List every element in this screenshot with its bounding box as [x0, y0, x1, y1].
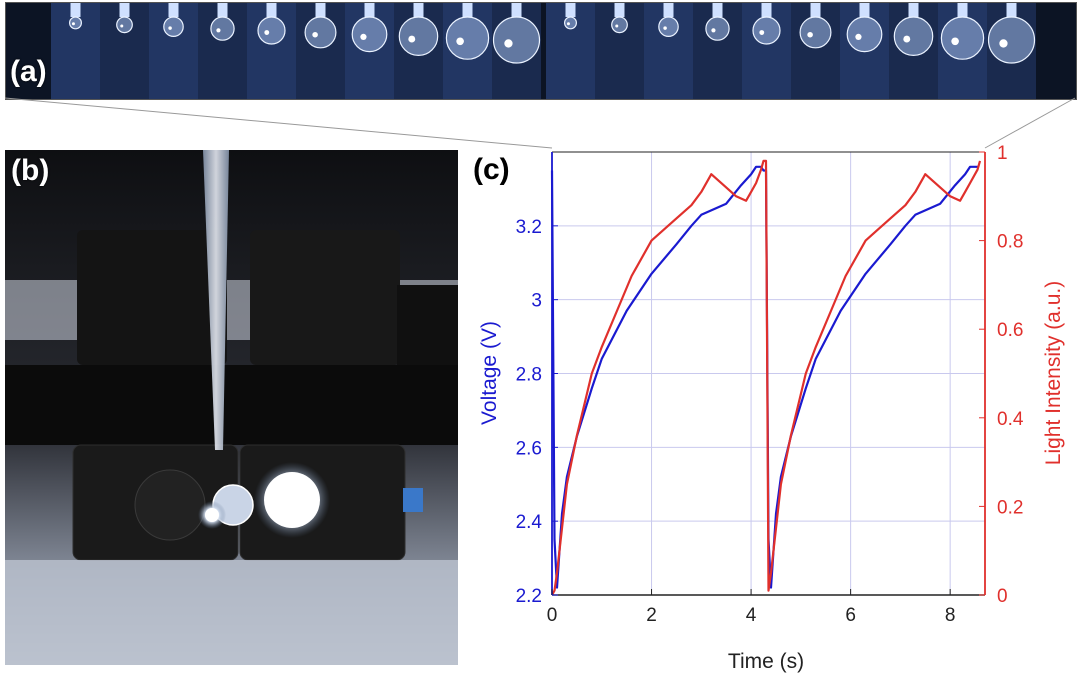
droplet-frame-b-5 — [742, 3, 791, 99]
droplet-frame-b-2 — [595, 3, 644, 99]
setup-photo: (b) — [5, 150, 458, 665]
chart-series — [550, 159, 982, 596]
droplet-frame-a-2 — [100, 3, 149, 99]
x-tick-label: 2 — [646, 605, 657, 626]
droplet-frame-a-4 — [198, 3, 247, 99]
droplet-frame-b-8 — [889, 3, 938, 99]
droplet-image-strip: (a) — [5, 2, 1077, 100]
chart-axes: 0 2 4 6 8 2.2 2.4 2.6 2.8 3 3.2 0 0.2 0.4 0.6 0.8 1 — [516, 143, 1024, 626]
droplet-frame-a-5 — [247, 3, 296, 99]
panel-b-label: (b) — [11, 154, 50, 187]
y-tick-label: 2.8 — [516, 365, 542, 386]
droplet-frame-a-7 — [345, 3, 394, 99]
light-intensity-series-line — [551, 159, 982, 596]
droplet-frame-b-1 — [546, 3, 595, 99]
y2-axis-label: Light Intensity (a.u.) — [1042, 281, 1065, 465]
droplet-frame-b-6 — [791, 3, 840, 99]
y2-tick-label: 0 — [997, 586, 1008, 607]
y2-tick-label: 0.2 — [997, 497, 1023, 518]
droplet-frame-a-1 — [51, 3, 100, 99]
y-tick-label: 2.6 — [516, 438, 542, 459]
y-tick-label: 3 — [531, 291, 542, 312]
droplet-frames — [51, 3, 1036, 99]
x-tick-label: 6 — [845, 605, 856, 626]
droplet-frame-a-9 — [443, 3, 492, 99]
droplet-frame-b-3 — [644, 3, 693, 99]
droplet-frame-b-4 — [693, 3, 742, 99]
voltage-series-line — [550, 165, 978, 589]
droplet-frame-a-8 — [394, 3, 443, 99]
droplet-frame-b-10 — [987, 3, 1036, 99]
y2-tick-label: 0.4 — [997, 409, 1024, 430]
x-axis-label: Time (s) — [728, 650, 804, 673]
panel-a-label: (a) — [10, 55, 47, 88]
y-tick-label: 2.2 — [516, 586, 542, 607]
x-tick-label: 4 — [746, 605, 757, 626]
y2-tick-label: 0.6 — [997, 320, 1023, 341]
y2-tick-label: 1 — [997, 143, 1008, 164]
y-tick-label: 2.4 — [516, 512, 543, 533]
y-tick-label: 3.2 — [516, 217, 542, 238]
droplet-frame-b-7 — [840, 3, 889, 99]
droplet-frame-a-3 — [149, 3, 198, 99]
panel-c-label: (c) — [473, 153, 510, 186]
droplet-frame-a-10 — [492, 3, 541, 99]
droplet-frame-b-9 — [938, 3, 987, 99]
droplet-frame-a-6 — [296, 3, 345, 99]
x-tick-label: 0 — [547, 605, 558, 626]
y-axis-label: Voltage (V) — [478, 321, 501, 425]
y2-tick-label: 0.8 — [997, 232, 1023, 253]
setup-illustration — [5, 150, 458, 665]
x-tick-label: 8 — [945, 605, 956, 626]
